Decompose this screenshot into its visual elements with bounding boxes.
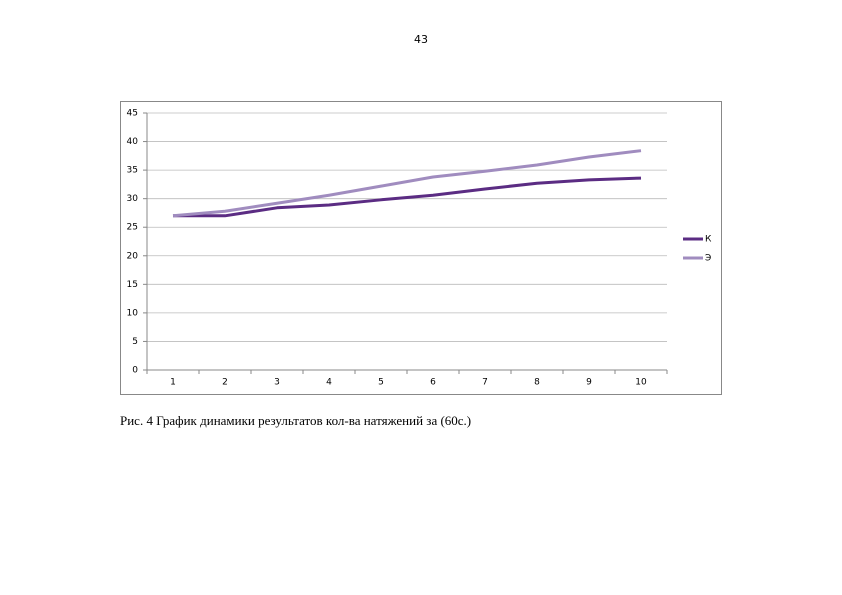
x-tick-label: 1	[170, 378, 176, 388]
y-tick-label: 30	[127, 194, 139, 204]
x-tick-label: 6	[430, 378, 436, 388]
y-tick-label: 35	[127, 166, 138, 176]
y-tick-label: 25	[127, 223, 138, 233]
y-tick-label: 5	[132, 337, 138, 347]
x-tick-label: 7	[482, 378, 488, 388]
legend-label: К	[705, 235, 712, 245]
x-tick-label: 5	[378, 378, 384, 388]
y-tick-label: 15	[127, 280, 138, 290]
x-tick-label: 9	[586, 378, 592, 388]
x-tick-label: 2	[222, 378, 228, 388]
y-tick-label: 20	[127, 251, 139, 261]
legend-label: Э	[705, 254, 711, 264]
page-number: 43	[414, 33, 428, 46]
caption: Рис. 4 График динамики результатов кол-в…	[120, 413, 472, 428]
y-tick-label: 0	[132, 366, 138, 376]
x-tick-label: 4	[326, 378, 332, 388]
y-tick-label: 10	[127, 308, 139, 318]
line-series	[173, 176, 642, 218]
y-tick-label: 40	[127, 137, 139, 147]
x-tick-label: 8	[534, 378, 540, 388]
x-tick-label: 10	[635, 378, 647, 388]
x-tick-label: 3	[274, 378, 280, 388]
y-tick-label: 45	[127, 109, 138, 119]
line-series	[172, 149, 642, 218]
chart-frame	[120, 101, 722, 395]
